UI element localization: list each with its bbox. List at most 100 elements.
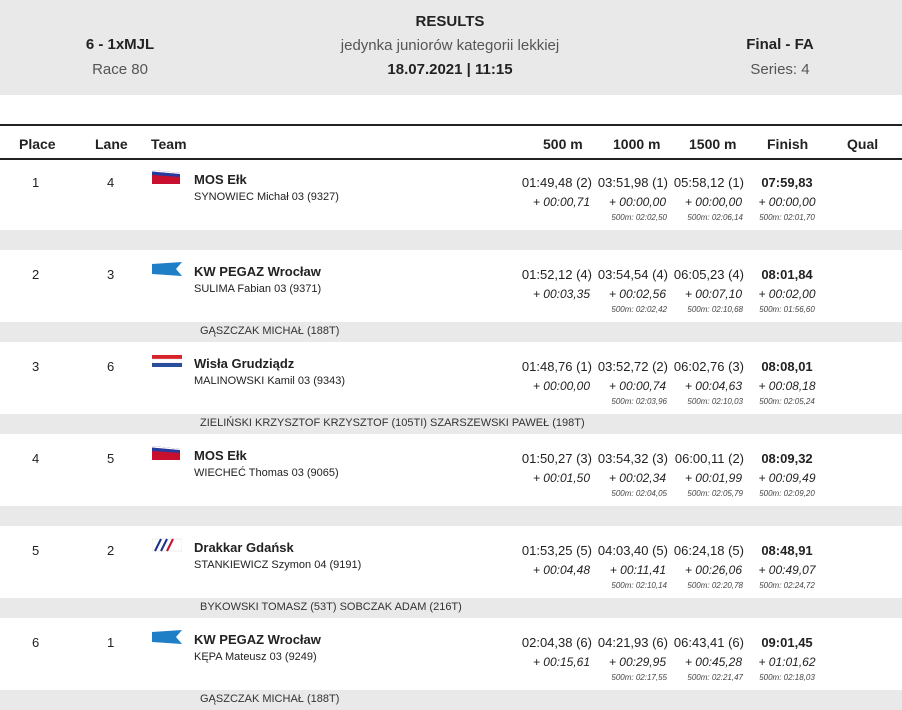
pace-1000m: 500m: 02:04,05 [611, 489, 667, 498]
crew-member: SYNOWIEC Michał 03 (9327) [194, 191, 339, 203]
coach-names: GĄSZCZAK MICHAŁ (188T) [200, 693, 340, 705]
pace-1500m: 500m: 02:10,03 [687, 397, 743, 406]
diff-500m: + 00:01,50 [532, 471, 590, 485]
finish-diff: + 00:00,00 [758, 195, 816, 209]
pace-1000m: 500m: 02:02,42 [611, 305, 667, 314]
finish-pace: 500m: 02:09,20 [759, 489, 815, 498]
row-divider [0, 434, 902, 436]
pace-1500m: 500m: 02:20,78 [687, 581, 743, 590]
finish-diff: + 00:08,18 [758, 379, 816, 393]
finish-pace: 500m: 02:18,03 [759, 673, 815, 682]
pace-1000m: 500m: 02:10,14 [611, 581, 667, 590]
pace-1500m: 500m: 02:06,14 [687, 213, 743, 222]
place-cell: 3 [32, 359, 40, 374]
diff-500m: + 00:00,00 [532, 379, 590, 393]
team-name: MOS Ełk [194, 448, 247, 463]
coach-names: ZIELIŃSKI KRZYSZTOF KRZYSZTOF (105TI) SZ… [200, 417, 585, 429]
diff-1000m: + 00:00,00 [608, 195, 666, 209]
split-500m: 01:52,12 (4) [521, 267, 592, 282]
row-divider [0, 618, 902, 620]
diff-500m: + 00:00,71 [532, 195, 590, 209]
finish-pace: 500m: 01:56,60 [759, 305, 815, 314]
split-1500m: 06:05,23 (4) [673, 267, 744, 282]
diff-1500m: + 00:45,28 [684, 655, 742, 669]
diff-1000m: + 00:02,56 [608, 287, 666, 301]
col-qual: Qual [847, 136, 879, 152]
finish-time: 09:01,45 [761, 635, 813, 650]
club-flag-icon [152, 170, 182, 184]
crew-member: MALINOWSKI Kamil 03 (9343) [194, 375, 345, 387]
coach-names: BYKOWSKI TOMASZ (53T) SOBCZAK ADAM (216T… [200, 601, 462, 613]
split-1000m: 04:21,93 (6) [597, 635, 668, 650]
club-flag-icon [151, 354, 183, 368]
series-label: Series: 4 [750, 61, 810, 78]
final-label: Final - FA [746, 36, 814, 53]
split-1500m: 05:58,12 (1) [673, 175, 744, 190]
row-divider [0, 526, 902, 528]
coach-row [0, 230, 902, 250]
team-name: KW PEGAZ Wrocław [194, 264, 321, 279]
diff-1000m: + 00:11,41 [609, 563, 666, 577]
lane-cell: 6 [107, 359, 115, 374]
finish-time: 07:59,83 [761, 175, 813, 190]
results-header: 6 - 1xMJL Race 80 RESULTS jedynka junior… [0, 0, 902, 95]
finish-time: 08:48,91 [761, 543, 813, 558]
pace-1500m: 500m: 02:05,79 [687, 489, 743, 498]
team-name: MOS Ełk [194, 172, 247, 187]
crew-member: KĘPA Mateusz 03 (9249) [194, 651, 317, 663]
pace-1500m: 500m: 02:10,68 [687, 305, 743, 314]
team-name: KW PEGAZ Wrocław [194, 632, 321, 647]
col-500m: 500 m [543, 136, 583, 152]
finish-diff: + 00:49,07 [758, 563, 816, 577]
table-header: Place Lane Team 500 m 1000 m 1500 m Fini… [0, 124, 902, 160]
event-date-time: 18.07.2021 | 11:15 [387, 61, 513, 78]
crew-member: STANKIEWICZ Szymon 04 (9191) [194, 559, 362, 571]
pace-1000m: 500m: 02:03,96 [611, 397, 667, 406]
club-flag-icon [152, 630, 182, 644]
finish-time: 08:01,84 [761, 267, 813, 282]
coach-names: GĄSZCZAK MICHAŁ (188T) [200, 325, 340, 337]
boat-class: 6 - 1xMJL [85, 36, 155, 53]
split-1500m: 06:43,41 (6) [673, 635, 744, 650]
split-500m: 02:04,38 (6) [521, 635, 592, 650]
table-row: 4 5 MOS Ełk WIECHEĆ Thomas 03 (9065) 01:50,2… [0, 436, 902, 506]
pace-1500m: 500m: 02:21,47 [687, 673, 743, 682]
diff-1500m: + 00:00,00 [684, 195, 742, 209]
lane-cell: 4 [107, 175, 115, 190]
row-divider [0, 250, 902, 252]
diff-1000m: + 00:02,34 [608, 471, 666, 485]
coach-row: GĄSZCZAK MICHAŁ (188T) [0, 690, 902, 710]
finish-diff: + 00:02,00 [758, 287, 816, 301]
club-flag-icon [151, 538, 183, 552]
event-subtitle: jedynka juniorów kategorii lekkiej [340, 37, 560, 54]
split-1500m: 06:02,76 (3) [673, 359, 744, 374]
club-flag-icon [152, 446, 182, 460]
col-1000m: 1000 m [613, 136, 661, 152]
finish-time: 08:09,32 [761, 451, 813, 466]
place-cell: 4 [32, 451, 40, 466]
split-1500m: 06:00,11 (2) [674, 451, 744, 466]
split-1000m: 03:54,32 (3) [597, 451, 668, 466]
split-1000m: 03:52,72 (2) [597, 359, 668, 374]
race-number: Race 80 [92, 61, 148, 78]
col-finish: Finish [767, 136, 809, 152]
finish-diff: + 00:09,49 [758, 471, 816, 485]
coach-row: ZIELIŃSKI KRZYSZTOF KRZYSZTOF (105TI) SZ… [0, 414, 902, 434]
col-team: Team [151, 136, 187, 152]
team-name: Drakkar Gdańsk [194, 540, 294, 555]
split-500m: 01:53,25 (5) [521, 543, 592, 558]
diff-500m: + 00:04,48 [532, 563, 590, 577]
diff-1500m: + 00:07,10 [684, 287, 742, 301]
finish-time: 08:08,01 [761, 359, 813, 374]
diff-500m: + 00:03,35 [532, 287, 590, 301]
split-500m: 01:49,48 (2) [521, 175, 592, 190]
diff-500m: + 00:15,61 [532, 655, 590, 669]
team-name: Wisła Grudziądz [194, 356, 295, 371]
coach-row [0, 506, 902, 526]
table-row: 1 4 MOS Ełk SYNOWIEC Michał 03 (9327) 01:49,… [0, 160, 902, 230]
diff-1500m: + 00:01,99 [684, 471, 742, 485]
split-500m: 01:50,27 (3) [521, 451, 592, 466]
split-500m: 01:48,76 (1) [521, 359, 592, 374]
table-row: 2 3 KW PEGAZ Wrocław SULIMA Fabian 03 (9371… [0, 252, 902, 322]
lane-cell: 2 [107, 543, 115, 558]
